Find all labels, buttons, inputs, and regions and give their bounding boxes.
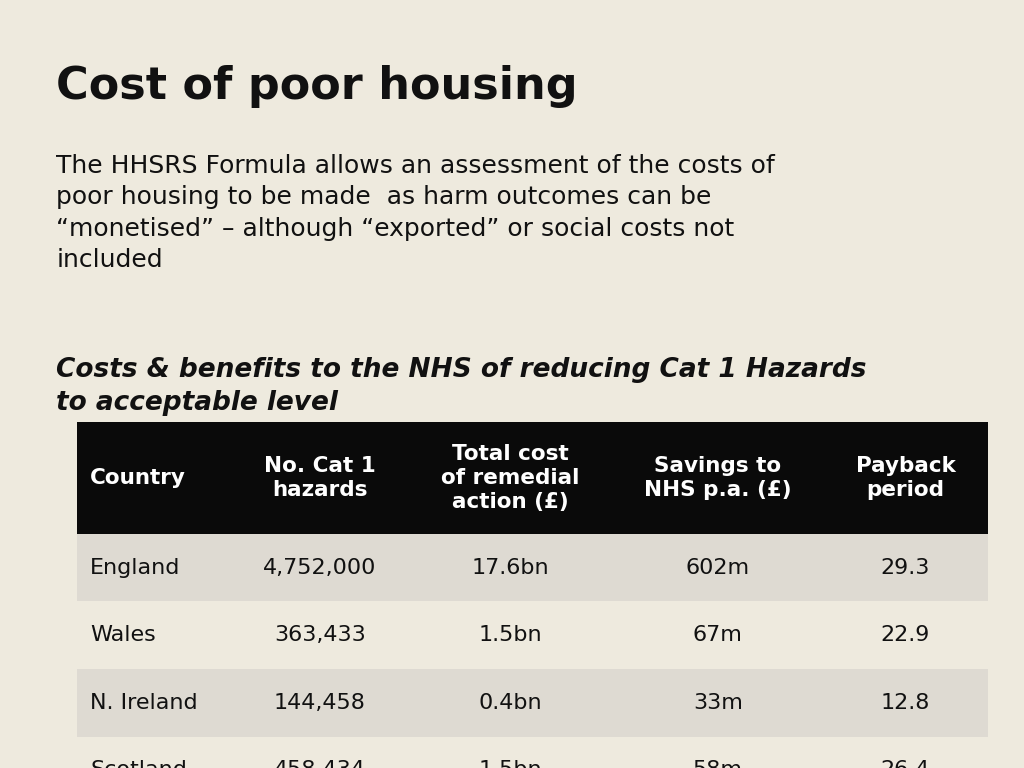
Text: Payback
period: Payback period bbox=[856, 456, 955, 500]
Text: N. Ireland: N. Ireland bbox=[90, 693, 198, 713]
Text: No. Cat 1
hazards: No. Cat 1 hazards bbox=[264, 456, 376, 500]
Text: 17.6bn: 17.6bn bbox=[471, 558, 549, 578]
Text: Total cost
of remedial
action (£): Total cost of remedial action (£) bbox=[440, 444, 580, 512]
Text: The HHSRS Formula allows an assessment of the costs of
poor housing to be made  : The HHSRS Formula allows an assessment o… bbox=[56, 154, 775, 273]
Text: Savings to
NHS p.a. (£): Savings to NHS p.a. (£) bbox=[644, 456, 792, 500]
Text: 144,458: 144,458 bbox=[273, 693, 366, 713]
Text: 458,434: 458,434 bbox=[273, 760, 366, 768]
Text: 1.5bn: 1.5bn bbox=[478, 625, 542, 645]
Text: 1.5bn: 1.5bn bbox=[478, 760, 542, 768]
Text: 26.4: 26.4 bbox=[881, 760, 930, 768]
Text: 58m: 58m bbox=[693, 760, 742, 768]
Text: Cost of poor housing: Cost of poor housing bbox=[56, 65, 578, 108]
Text: 29.3: 29.3 bbox=[881, 558, 930, 578]
Text: England: England bbox=[90, 558, 180, 578]
Text: 12.8: 12.8 bbox=[881, 693, 930, 713]
Text: 22.9: 22.9 bbox=[881, 625, 930, 645]
Text: Country: Country bbox=[90, 468, 186, 488]
Text: Scotland: Scotland bbox=[90, 760, 187, 768]
Text: 602m: 602m bbox=[686, 558, 750, 578]
Text: 67m: 67m bbox=[693, 625, 742, 645]
Text: 363,433: 363,433 bbox=[273, 625, 366, 645]
Text: 33m: 33m bbox=[693, 693, 742, 713]
Text: Costs & benefits to the NHS of reducing Cat 1 Hazards
to acceptable level: Costs & benefits to the NHS of reducing … bbox=[56, 357, 867, 416]
Text: 4,752,000: 4,752,000 bbox=[263, 558, 377, 578]
Text: 0.4bn: 0.4bn bbox=[478, 693, 542, 713]
Text: Wales: Wales bbox=[90, 625, 156, 645]
